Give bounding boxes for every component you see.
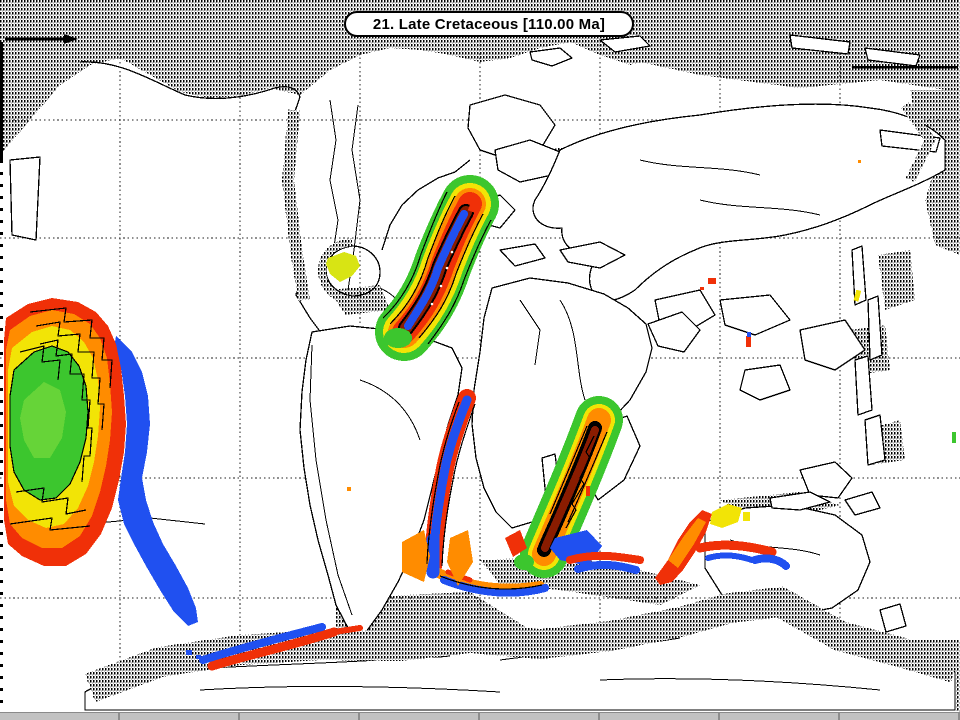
small-anomaly-marks <box>326 160 956 491</box>
antarctic-peninsula-band <box>186 623 363 671</box>
timeline-title-plaque: 21. Late Cretaceous [110.00 Ma] <box>344 11 634 37</box>
pacific-seafloor-age-region <box>4 298 198 626</box>
indian-ocean-spreading-band <box>505 396 623 578</box>
central-atlantic-spreading-band <box>375 175 499 361</box>
northeast-australia-blob <box>655 504 750 585</box>
pacific-isochron-contours <box>9 307 113 531</box>
south-america-outline <box>299 325 463 633</box>
timeline-title-text: 21. Late Cretaceous [110.00 Ma] <box>372 15 606 33</box>
bottom-status-bar[interactable] <box>0 712 960 720</box>
eurasia-outline <box>532 103 946 302</box>
australia-antarctica-band <box>566 540 790 574</box>
ridge-axis-flecks <box>430 250 454 306</box>
south-atlantic-ridge-stripe <box>402 389 549 597</box>
